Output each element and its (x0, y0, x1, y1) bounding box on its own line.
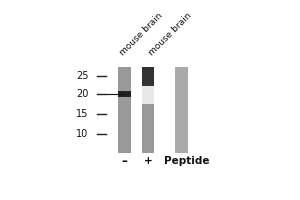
Text: mouse brain: mouse brain (147, 12, 194, 58)
Bar (175, 67, 188, 153)
Text: –: – (122, 155, 128, 168)
Bar (142, 86, 154, 104)
Bar (142, 67, 154, 86)
Bar (118, 91, 131, 97)
Text: Peptide: Peptide (164, 156, 210, 166)
Bar (142, 104, 154, 153)
Text: mouse brain: mouse brain (118, 12, 165, 58)
Text: 25: 25 (76, 71, 89, 81)
Text: +: + (144, 156, 152, 166)
Text: 20: 20 (76, 89, 89, 99)
Text: 10: 10 (76, 129, 89, 139)
Text: 15: 15 (76, 109, 89, 119)
Bar (118, 67, 131, 153)
